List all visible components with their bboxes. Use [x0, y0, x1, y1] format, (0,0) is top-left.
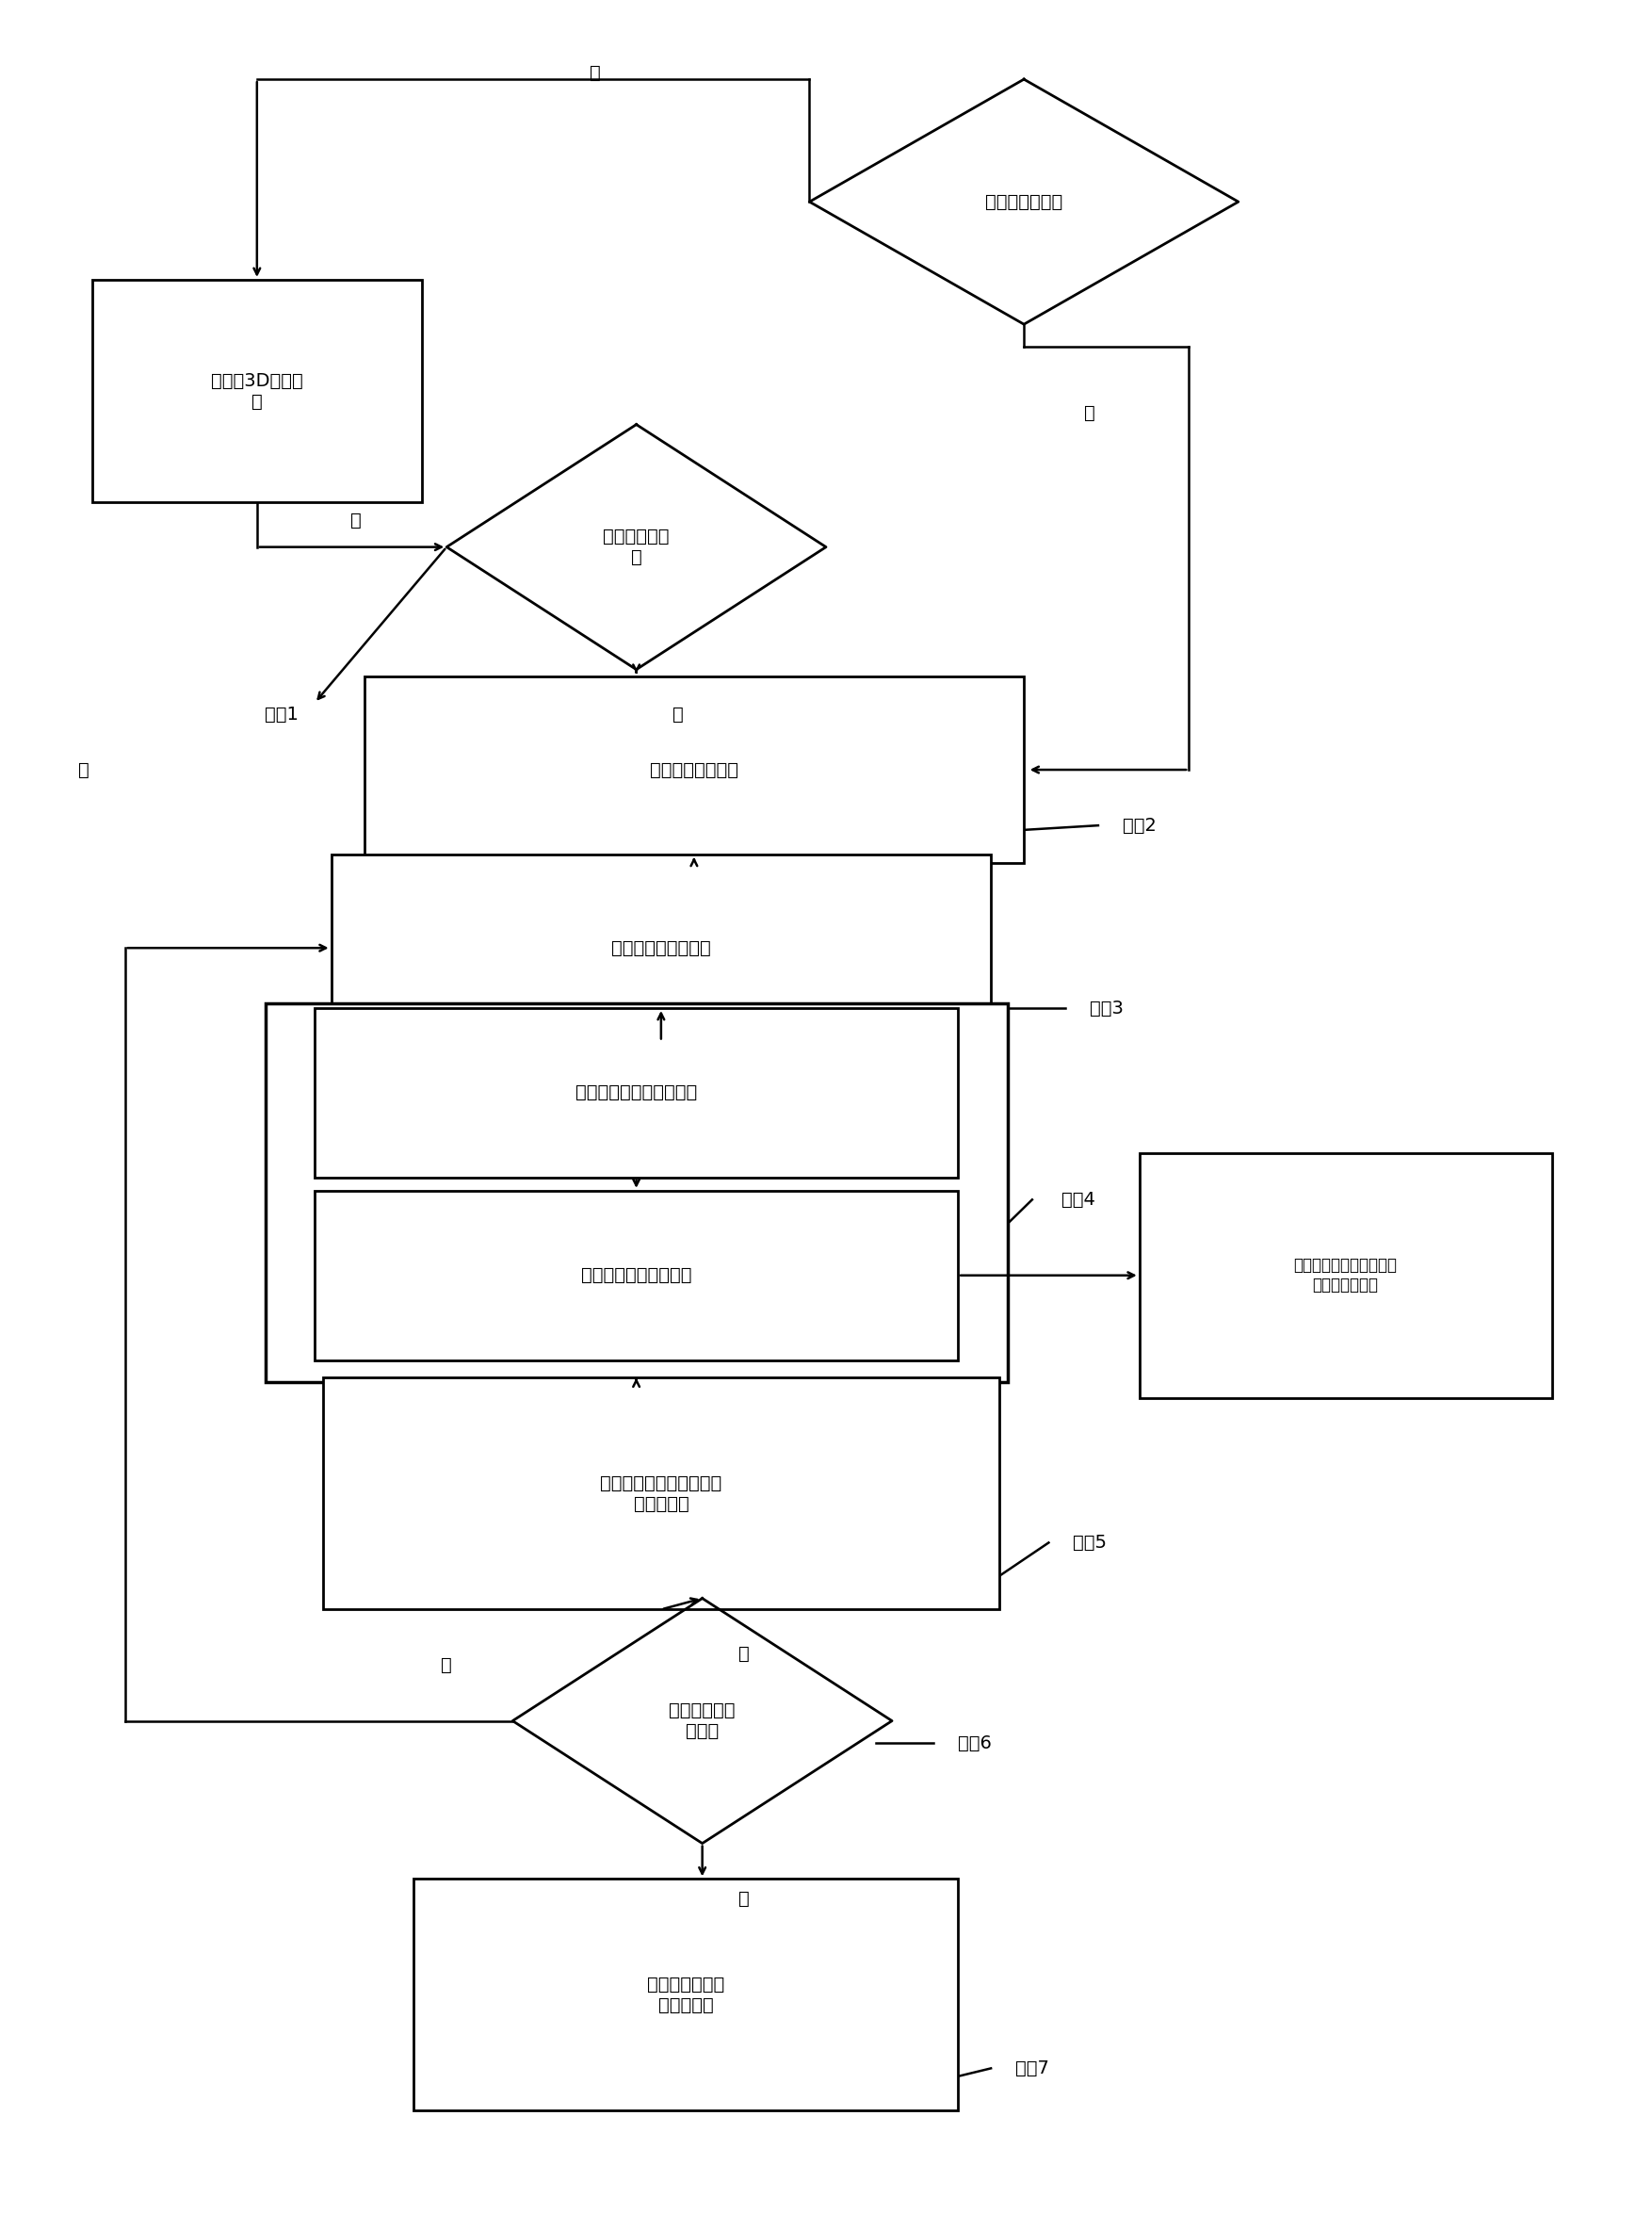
Text: 显示安全锁输入界面: 显示安全锁输入界面	[611, 939, 710, 957]
Text: 是: 是	[738, 1646, 748, 1664]
Bar	[413, 1880, 958, 2110]
Text: 安全锁是否到
时: 安全锁是否到 时	[603, 529, 669, 566]
Text: 密码位是否匹
配正确: 密码位是否匹 配正确	[669, 1701, 735, 1739]
Text: 所有几何图形与密码位是
否进行匹配: 所有几何图形与密码位是 否进行匹配	[600, 1474, 722, 1512]
Text: 步骤6: 步骤6	[958, 1735, 991, 1753]
Bar	[314, 1008, 958, 1177]
Text: 是否开启安全锁: 是否开启安全锁	[985, 192, 1062, 210]
Text: 生成与被放置入密码区的
同样的几何图形: 生成与被放置入密码区的 同样的几何图形	[1294, 1258, 1398, 1293]
Text: 几何图形与密码位覆盖: 几何图形与密码位覆盖	[582, 1267, 692, 1284]
Text: 步骤7: 步骤7	[1016, 2058, 1049, 2078]
Text: 步骤2: 步骤2	[1122, 816, 1156, 834]
Text: 否: 否	[350, 511, 362, 529]
Bar	[330, 854, 991, 1041]
Bar	[266, 1004, 1008, 1383]
Text: 是: 是	[738, 1891, 748, 1909]
Bar	[314, 1191, 958, 1360]
Text: 不启刷3D球安全
锁: 不启刷3D球安全 锁	[211, 372, 302, 410]
Bar	[93, 279, 421, 502]
Bar	[322, 1378, 999, 1610]
Text: 步骤1: 步骤1	[264, 705, 299, 723]
Text: 启动底层图形引擎: 启动底层图形引擎	[649, 760, 738, 778]
Text: 否: 否	[78, 760, 89, 778]
Text: 否: 否	[590, 65, 601, 83]
Text: 步骤3: 步骤3	[1090, 999, 1123, 1017]
Text: 安全锁解锁，进
入手机界面: 安全锁解锁，进 入手机界面	[648, 1976, 725, 2014]
Bar	[363, 676, 1024, 863]
Text: 步骤4: 步骤4	[1062, 1191, 1095, 1209]
Text: 是: 是	[1084, 404, 1095, 421]
Bar	[1140, 1153, 1551, 1398]
Text: 否: 否	[441, 1657, 453, 1675]
Text: 是: 是	[672, 705, 682, 723]
Text: 拖动几何图形进入密码位: 拖动几何图形进入密码位	[575, 1084, 697, 1102]
Text: 步骤5: 步骤5	[1072, 1534, 1107, 1552]
